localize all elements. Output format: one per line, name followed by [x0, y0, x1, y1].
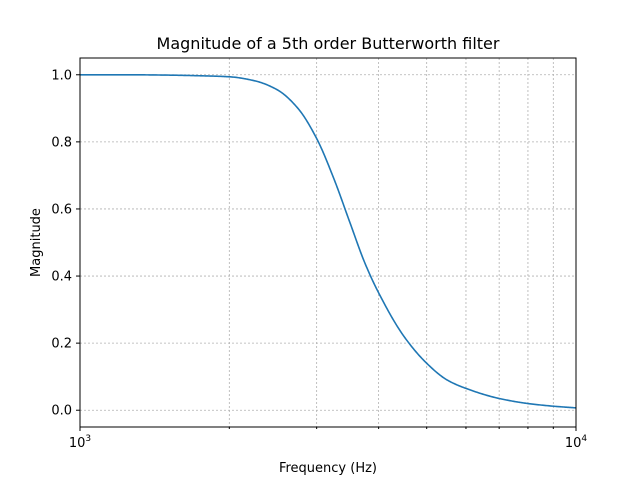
series-line — [80, 73, 577, 409]
ticks: 0.0 0.2 0.4 0.6 0.8 1.0 103 104 — [51, 68, 587, 451]
y-tick-label: 0.4 — [51, 270, 72, 285]
y-tick-label: 0.6 — [51, 202, 72, 217]
x-tick-label: 104 — [565, 434, 588, 451]
x-axis-title: Frequency (Hz) — [279, 461, 377, 476]
y-tick-label: 0.2 — [51, 337, 72, 352]
series-layer — [80, 73, 577, 409]
x-tick-label: 103 — [69, 434, 91, 451]
y-tick-label: 1.0 — [51, 68, 72, 83]
y-tick-label: 0.8 — [51, 135, 72, 150]
chart-title: Magnitude of a 5th order Butterworth fil… — [157, 34, 500, 53]
axes-frame — [79, 57, 577, 428]
y-axis-title: Magnitude — [29, 208, 44, 277]
y-tick-label: 0.0 — [51, 404, 72, 419]
